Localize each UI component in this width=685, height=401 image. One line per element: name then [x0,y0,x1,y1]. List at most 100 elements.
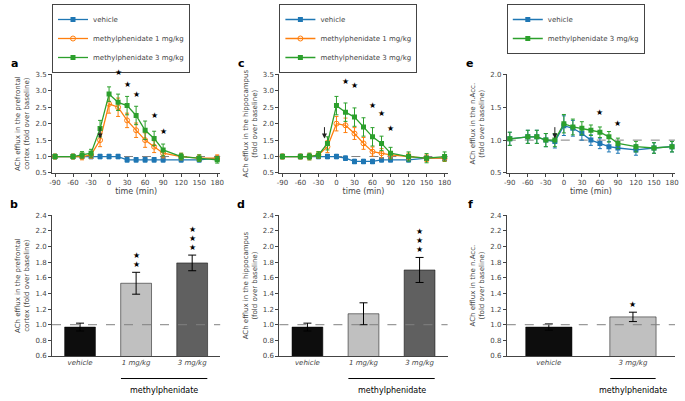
svg-text:ACh efflux in the prefrontalco: ACh efflux in the prefrontalcortex (fold… [14,238,31,333]
svg-text:2.2: 2.2 [263,227,274,235]
svg-text:2.4: 2.4 [490,212,502,220]
svg-text:★: ★ [189,243,196,252]
svg-text:90: 90 [386,179,395,187]
svg-text:-30: -30 [540,179,551,187]
svg-text:0.5: 0.5 [35,169,46,177]
svg-text:180: 180 [665,179,678,187]
svg-text:time (min): time (min) [343,187,385,196]
svg-text:★: ★ [342,77,349,86]
svg-text:★: ★ [133,251,140,260]
svg-text:3.0: 3.0 [35,87,46,95]
svg-text:90: 90 [613,179,622,187]
svg-text:1.6: 1.6 [490,274,502,282]
svg-text:2.5: 2.5 [35,104,46,112]
svg-text:d: d [237,198,245,211]
svg-text:0.6: 0.6 [490,352,502,360]
svg-text:vehicle: vehicle [536,359,561,367]
svg-text:★: ★ [416,227,423,236]
svg-text:150: 150 [420,179,433,187]
svg-text:1.0: 1.0 [263,321,274,329]
svg-text:1.6: 1.6 [35,274,47,282]
svg-text:60: 60 [141,179,150,187]
svg-text:★: ★ [369,101,376,110]
svg-text:60: 60 [595,179,604,187]
svg-text:0.6: 0.6 [35,352,47,360]
svg-text:2.4: 2.4 [35,212,47,220]
svg-text:★: ★ [133,90,140,99]
svg-text:b: b [10,198,18,211]
svg-text:time (min): time (min) [115,187,157,196]
svg-text:1.5: 1.5 [263,137,274,145]
svg-text:★: ★ [189,234,196,243]
svg-text:methylphenidate: methylphenidate [599,386,667,395]
svg-text:3.5: 3.5 [35,71,46,79]
svg-text:1.4: 1.4 [490,290,502,298]
svg-text:-60: -60 [295,179,306,187]
svg-text:0: 0 [334,179,338,187]
svg-text:150: 150 [192,179,205,187]
svg-text:methylphenidate: methylphenidate [130,386,198,395]
svg-text:-30: -30 [313,179,324,187]
svg-text:ACh efflux in the hippocampus(: ACh efflux in the hippocampus(fold over … [242,232,259,340]
svg-text:0.6: 0.6 [263,352,275,360]
svg-text:-30: -30 [85,179,96,187]
svg-text:30: 30 [350,179,359,187]
svg-text:1.8: 1.8 [490,259,501,267]
svg-text:c: c [238,57,245,70]
svg-text:vehicle: vehicle [320,16,345,24]
svg-text:methylphenidate 1 mg/kg: methylphenidate 1 mg/kg [320,35,411,43]
svg-text:2.0: 2.0 [490,243,501,251]
svg-text:vehicle: vehicle [93,16,118,24]
svg-text:a: a [11,57,18,70]
svg-text:120: 120 [629,179,642,187]
svg-text:3 mg/kg: 3 mg/kg [178,359,207,367]
svg-text:★: ★ [416,236,423,245]
svg-text:★: ★ [189,225,196,234]
svg-text:0.5: 0.5 [490,169,501,177]
svg-text:2.0: 2.0 [490,71,501,79]
svg-text:1.2: 1.2 [35,306,46,314]
svg-text:methylphenidate 3 mg/kg: methylphenidate 3 mg/kg [548,35,639,43]
svg-text:0.8: 0.8 [35,337,46,345]
svg-text:3.5: 3.5 [263,71,274,79]
svg-text:★: ★ [596,108,603,117]
svg-text:30: 30 [123,179,132,187]
svg-text:ACh efflux in the n.Acc.(fold: ACh efflux in the n.Acc.(fold over basel… [469,245,486,327]
svg-text:-60: -60 [67,179,78,187]
svg-text:★: ★ [416,245,423,254]
svg-text:3 mg/kg: 3 mg/kg [405,359,434,367]
svg-text:e: e [466,57,473,70]
svg-text:-90: -90 [49,179,60,187]
svg-text:-90: -90 [277,179,288,187]
svg-text:★: ★ [124,80,131,89]
svg-text:1.2: 1.2 [263,306,274,314]
svg-text:0: 0 [562,179,566,187]
svg-text:1.0: 1.0 [35,153,46,161]
svg-text:time (min): time (min) [570,187,612,196]
svg-text:f: f [468,198,473,211]
svg-text:90: 90 [159,179,168,187]
svg-text:2.0: 2.0 [263,243,274,251]
svg-text:vehicle: vehicle [295,359,320,367]
svg-text:vehicle: vehicle [548,16,573,24]
svg-text:1.4: 1.4 [263,290,275,298]
svg-text:★: ★ [133,260,140,269]
svg-text:2.2: 2.2 [35,227,46,235]
svg-text:0.5: 0.5 [263,169,274,177]
svg-text:180: 180 [438,179,451,187]
svg-text:120: 120 [402,179,415,187]
svg-text:ACh efflux in the hippocampus(: ACh efflux in the hippocampus(fold over … [242,70,259,178]
svg-text:★: ★ [115,68,122,77]
svg-text:3.0: 3.0 [263,87,274,95]
svg-text:150: 150 [647,179,660,187]
svg-text:ACh efflux in the prefrontalco: ACh efflux in the prefrontalcortex (fold… [14,76,31,171]
svg-text:★: ★ [160,127,167,136]
svg-text:1 mg/kg: 1 mg/kg [349,359,378,367]
svg-text:methylphenidate 3 mg/kg: methylphenidate 3 mg/kg [320,54,411,62]
svg-text:★: ★ [614,119,621,128]
svg-text:methylphenidate 1 mg/kg: methylphenidate 1 mg/kg [93,35,184,43]
svg-text:methylphenidate 3 mg/kg: methylphenidate 3 mg/kg [93,54,184,62]
svg-text:0.8: 0.8 [490,337,501,345]
svg-text:★: ★ [351,81,358,90]
svg-text:1.4: 1.4 [35,290,47,298]
